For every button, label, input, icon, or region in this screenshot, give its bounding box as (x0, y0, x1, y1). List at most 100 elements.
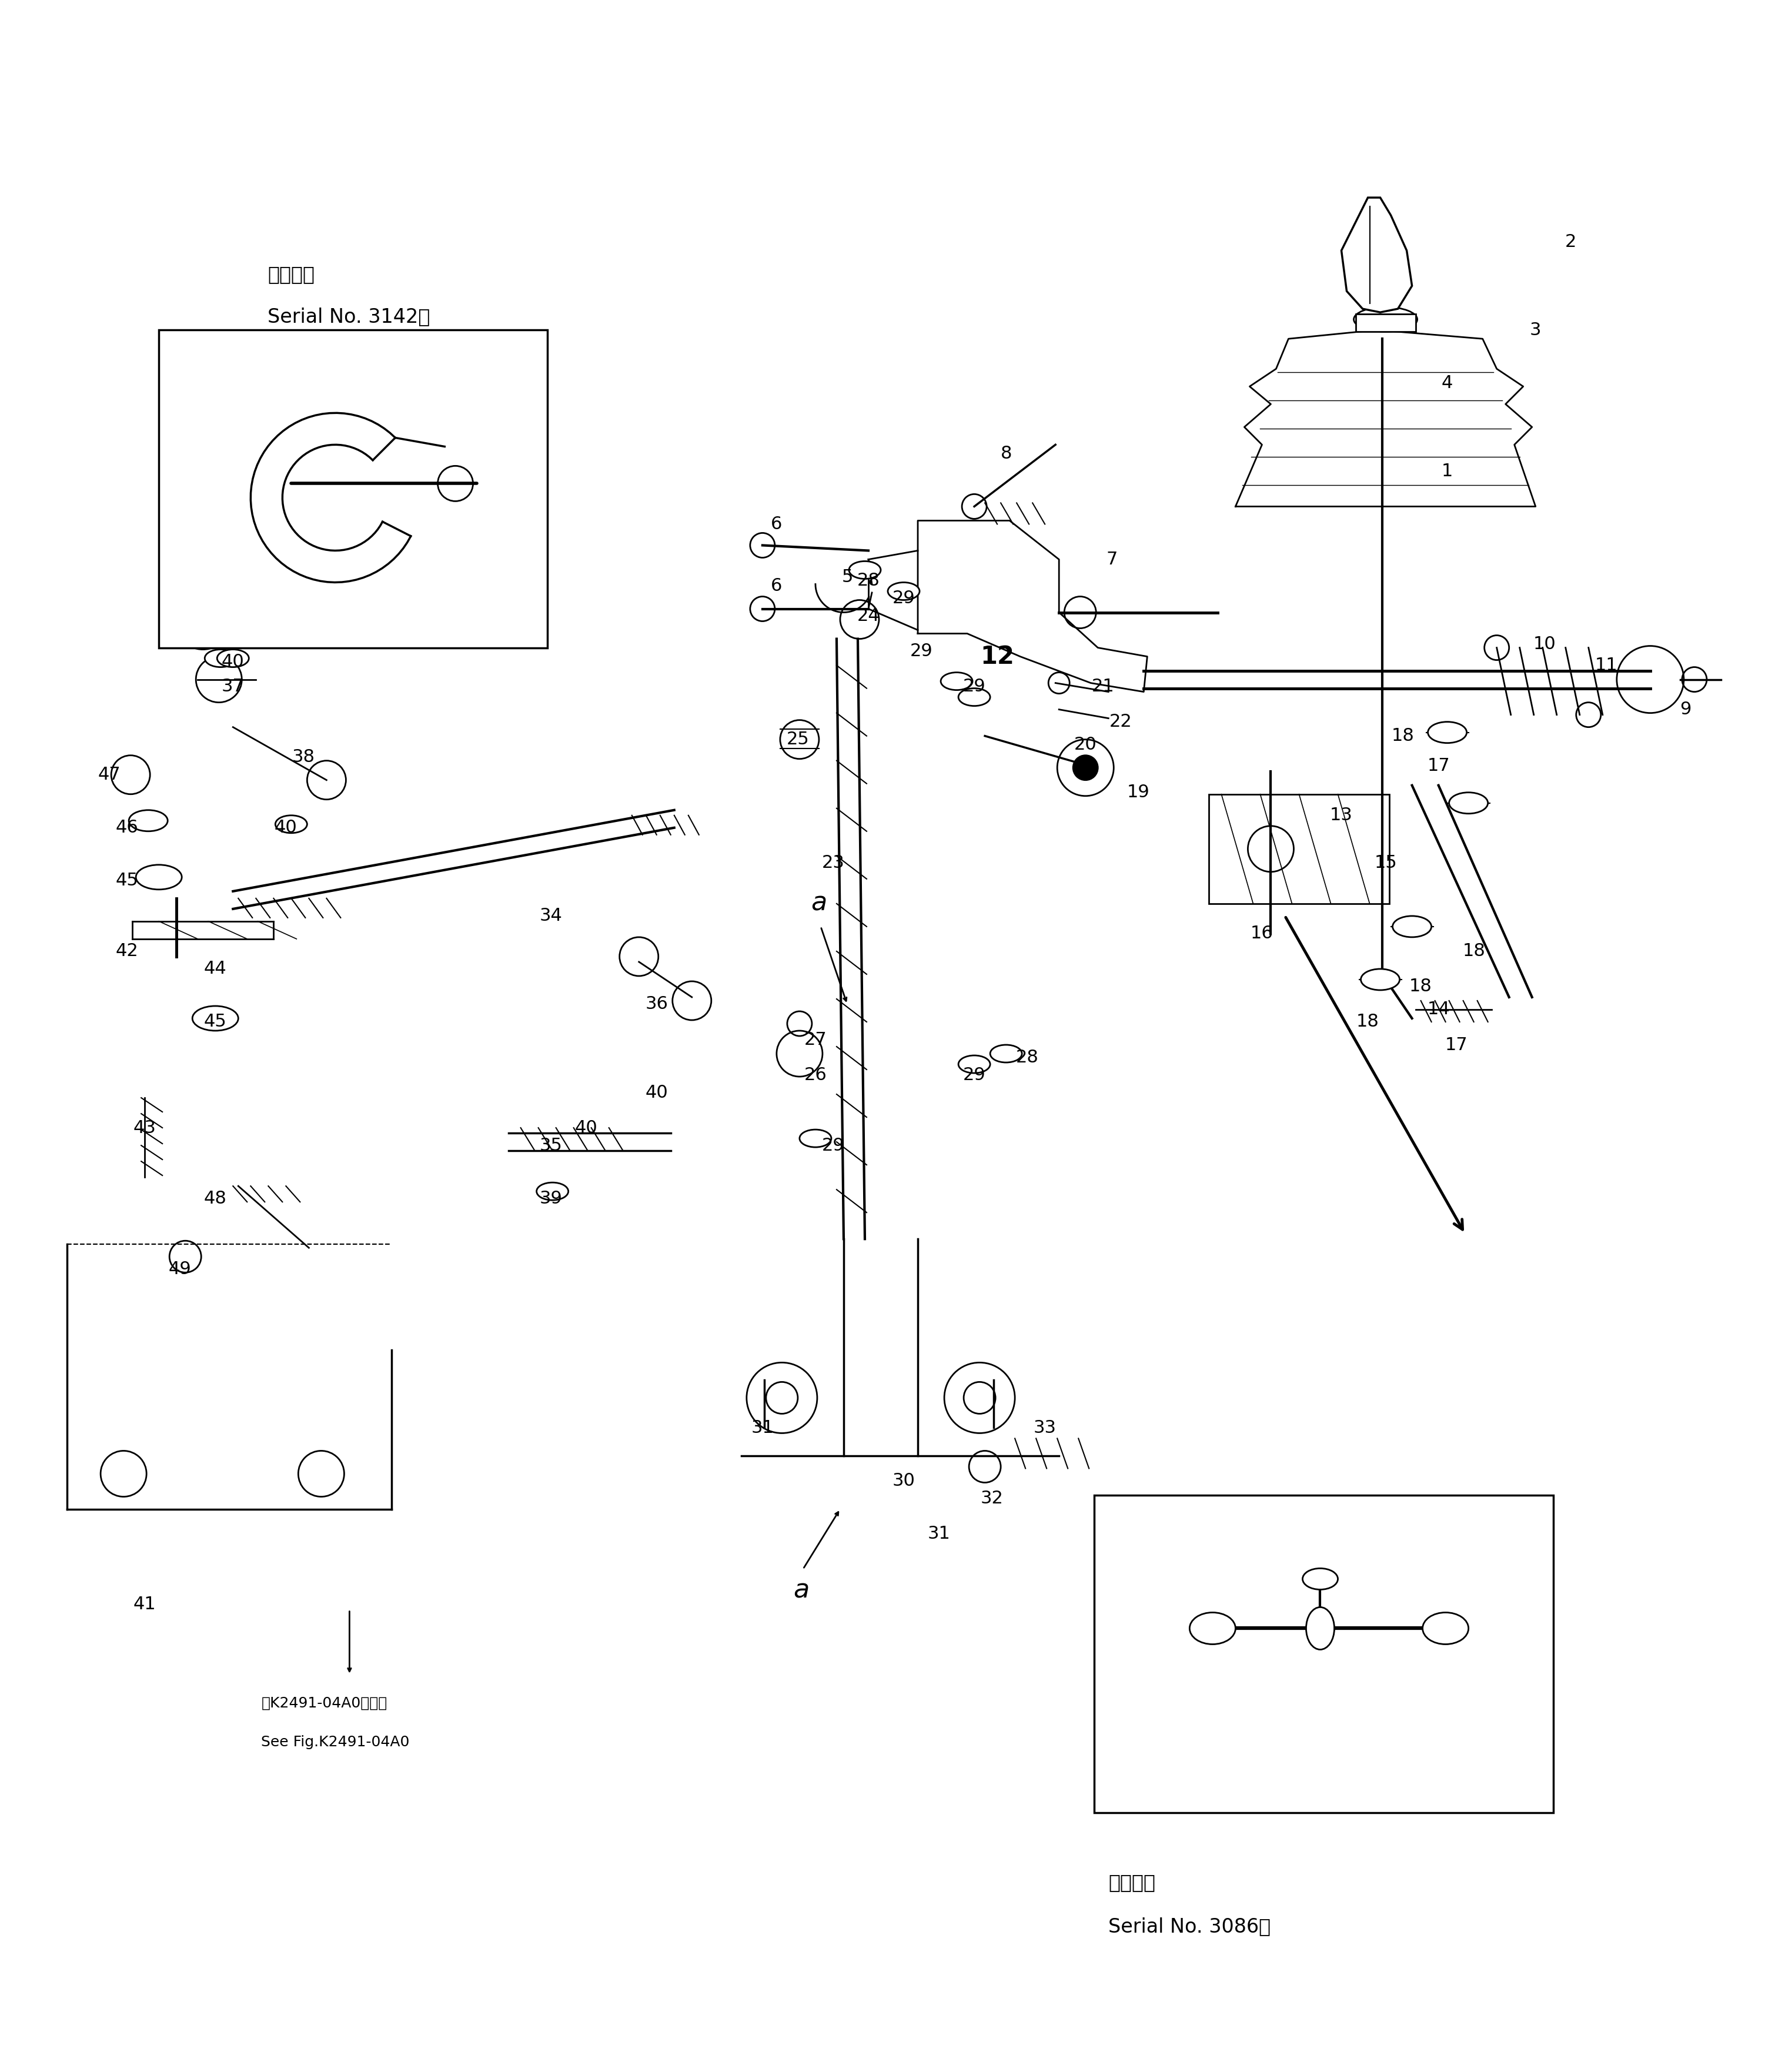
Text: 4: 4 (1442, 375, 1453, 392)
Text: 9: 9 (1680, 700, 1691, 719)
Text: 5: 5 (182, 348, 192, 365)
Text: 17: 17 (1428, 758, 1449, 775)
Text: 3: 3 (1530, 321, 1541, 338)
Text: 37: 37 (222, 678, 244, 694)
Text: a: a (792, 1579, 810, 1604)
Ellipse shape (537, 1183, 568, 1200)
Text: 19: 19 (1128, 783, 1149, 802)
Text: 2: 2 (1566, 234, 1576, 251)
Text: 41: 41 (134, 1595, 155, 1612)
Ellipse shape (1393, 916, 1431, 937)
Polygon shape (1236, 329, 1536, 506)
Text: 23: 23 (822, 854, 844, 872)
Text: 31: 31 (752, 1419, 773, 1436)
Text: 49: 49 (169, 1260, 191, 1278)
Text: 14: 14 (1428, 1001, 1449, 1017)
Text: 30: 30 (893, 1473, 914, 1490)
Text: 40: 40 (275, 818, 297, 837)
Bar (1209, 794, 1389, 903)
Ellipse shape (941, 673, 973, 690)
Text: 18: 18 (1463, 943, 1484, 959)
Text: 34: 34 (540, 908, 561, 924)
Text: 25: 25 (787, 731, 808, 748)
Text: 18: 18 (1410, 978, 1431, 995)
Text: a: a (810, 891, 828, 916)
Circle shape (1073, 756, 1098, 779)
Ellipse shape (275, 816, 307, 833)
Text: 24: 24 (858, 607, 879, 624)
Text: Serial No. 3086～: Serial No. 3086～ (1108, 1917, 1271, 1935)
Text: 5: 5 (842, 568, 852, 586)
Text: 29: 29 (964, 678, 985, 694)
Text: 7: 7 (1107, 551, 1117, 568)
Text: 29: 29 (893, 591, 914, 607)
Text: 12: 12 (980, 644, 1015, 669)
Text: 16: 16 (1251, 924, 1273, 943)
Text: 46: 46 (116, 818, 138, 837)
Text: 1: 1 (1442, 462, 1453, 481)
Text: 40: 40 (646, 1084, 667, 1100)
Text: 40: 40 (222, 653, 244, 671)
Bar (1356, 315, 1416, 332)
Ellipse shape (1449, 792, 1488, 814)
Text: Serial No. 3142～: Serial No. 3142～ (268, 307, 431, 327)
Ellipse shape (1303, 1569, 1338, 1589)
Text: 21: 21 (1093, 678, 1114, 694)
Text: 第K2491-04A0図参照: 第K2491-04A0図参照 (261, 1697, 387, 1709)
Text: 31: 31 (928, 1525, 950, 1542)
Polygon shape (918, 520, 1147, 692)
Text: 13: 13 (1331, 806, 1352, 825)
Text: 28: 28 (858, 572, 879, 588)
Text: 15: 15 (1375, 854, 1396, 872)
Ellipse shape (205, 649, 237, 667)
Text: 18: 18 (1357, 1013, 1378, 1030)
Text: 33: 33 (1034, 1419, 1055, 1436)
Text: 22: 22 (1110, 713, 1131, 729)
Ellipse shape (990, 1044, 1022, 1063)
Ellipse shape (958, 688, 990, 707)
Ellipse shape (1428, 721, 1467, 744)
Ellipse shape (217, 649, 249, 667)
Bar (1094, 1494, 1553, 1813)
Text: 11: 11 (1596, 657, 1617, 673)
Text: 18: 18 (1393, 727, 1414, 744)
Ellipse shape (800, 1129, 831, 1148)
Text: 36: 36 (646, 997, 667, 1013)
Text: 39: 39 (540, 1189, 561, 1206)
Text: 47: 47 (99, 767, 120, 783)
Text: 10: 10 (1534, 636, 1555, 653)
Text: 48: 48 (205, 1189, 226, 1206)
Ellipse shape (1361, 970, 1400, 990)
Text: 適用号機: 適用号機 (268, 265, 314, 284)
Ellipse shape (1354, 307, 1417, 332)
Text: 8: 8 (1001, 445, 1011, 462)
Ellipse shape (849, 562, 881, 578)
Text: 27: 27 (805, 1032, 826, 1048)
Text: 29: 29 (964, 1067, 985, 1084)
Text: 44: 44 (205, 961, 226, 978)
Text: 45: 45 (116, 872, 138, 889)
Ellipse shape (1306, 1608, 1334, 1649)
Text: 26: 26 (805, 1067, 826, 1084)
Polygon shape (1341, 197, 1412, 313)
Text: 38: 38 (293, 748, 314, 767)
Ellipse shape (192, 1007, 238, 1030)
Text: 42: 42 (116, 943, 138, 959)
Ellipse shape (129, 810, 168, 831)
Ellipse shape (958, 1055, 990, 1073)
Text: 6: 6 (771, 578, 782, 595)
Ellipse shape (187, 632, 219, 649)
Ellipse shape (136, 864, 182, 889)
Ellipse shape (1423, 1612, 1468, 1645)
Text: 35: 35 (540, 1138, 561, 1154)
Text: 45: 45 (205, 1013, 226, 1030)
Text: 29: 29 (911, 642, 932, 659)
Text: 28: 28 (1017, 1048, 1038, 1065)
Text: 16: 16 (1115, 1751, 1145, 1774)
Text: 39: 39 (222, 626, 244, 642)
Ellipse shape (888, 582, 920, 601)
Text: 17: 17 (1446, 1036, 1467, 1053)
Text: 32: 32 (981, 1490, 1003, 1506)
Text: 6: 6 (771, 516, 782, 533)
Text: 20: 20 (1075, 736, 1096, 754)
